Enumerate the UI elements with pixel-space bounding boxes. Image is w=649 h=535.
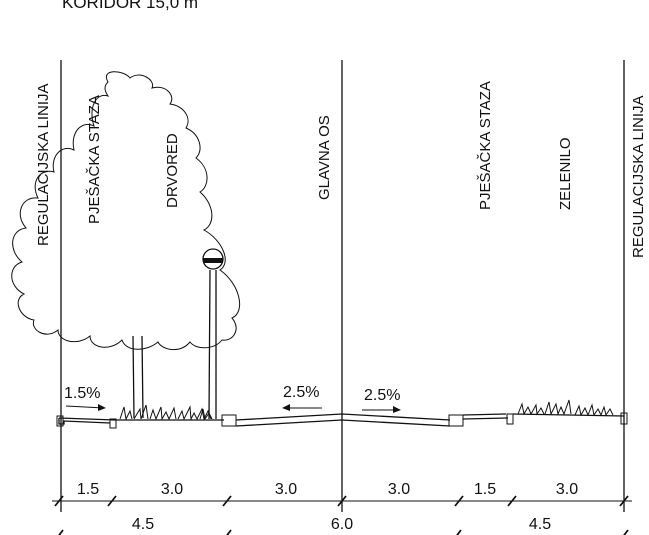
dimension-label: 3.0 bbox=[161, 481, 183, 498]
dimension-label: 1.5 bbox=[474, 481, 496, 498]
label-right-sidewalk: PJEŠAČKA STAZA bbox=[477, 81, 494, 210]
tree-trunk-left bbox=[132, 335, 135, 419]
dimension-label: 3.0 bbox=[388, 481, 410, 498]
slope-road-right: 2.5% bbox=[364, 387, 400, 404]
tree-canopy-icon bbox=[11, 71, 241, 350]
street-lamp-icon bbox=[202, 248, 224, 420]
dimension-label: 4.5 bbox=[132, 516, 154, 533]
grass-icon bbox=[119, 399, 614, 421]
road-profile bbox=[56, 412, 628, 429]
slope-sidewalk-left: 1.5% bbox=[64, 385, 100, 402]
slope-arrow-right-icon bbox=[65, 404, 106, 411]
tree-trunk-right bbox=[141, 335, 144, 419]
slope-arrow-left-icon bbox=[282, 404, 322, 411]
slope-road-left: 2.5% bbox=[283, 384, 319, 401]
dimension-label: 4.5 bbox=[529, 516, 551, 533]
title: KORIDOR 15,0 m bbox=[62, 0, 198, 12]
label-left-sidewalk: PJEŠAČKA STAZA bbox=[86, 95, 103, 224]
dimension-label: 6.0 bbox=[331, 516, 353, 533]
dimension-ticks-2 bbox=[58, 529, 629, 535]
dimension-ticks-1 bbox=[54, 495, 629, 507]
slope-arrow-right-icon bbox=[362, 406, 401, 413]
dimension-label: 1.5 bbox=[77, 481, 99, 498]
label-left-regulation-line: REGULACIJSKA LINIJA bbox=[35, 83, 52, 246]
dimension-label: 3.0 bbox=[275, 481, 297, 498]
label-right-regulation-line: REGULACIJSKA LINIJA bbox=[630, 95, 647, 258]
label-green-strip: ZELENILO bbox=[557, 137, 574, 210]
label-tree-row: DRVORED bbox=[164, 133, 181, 208]
dimension-label: 3.0 bbox=[556, 481, 578, 498]
label-main-axis: GLAVNA OS bbox=[316, 115, 333, 200]
